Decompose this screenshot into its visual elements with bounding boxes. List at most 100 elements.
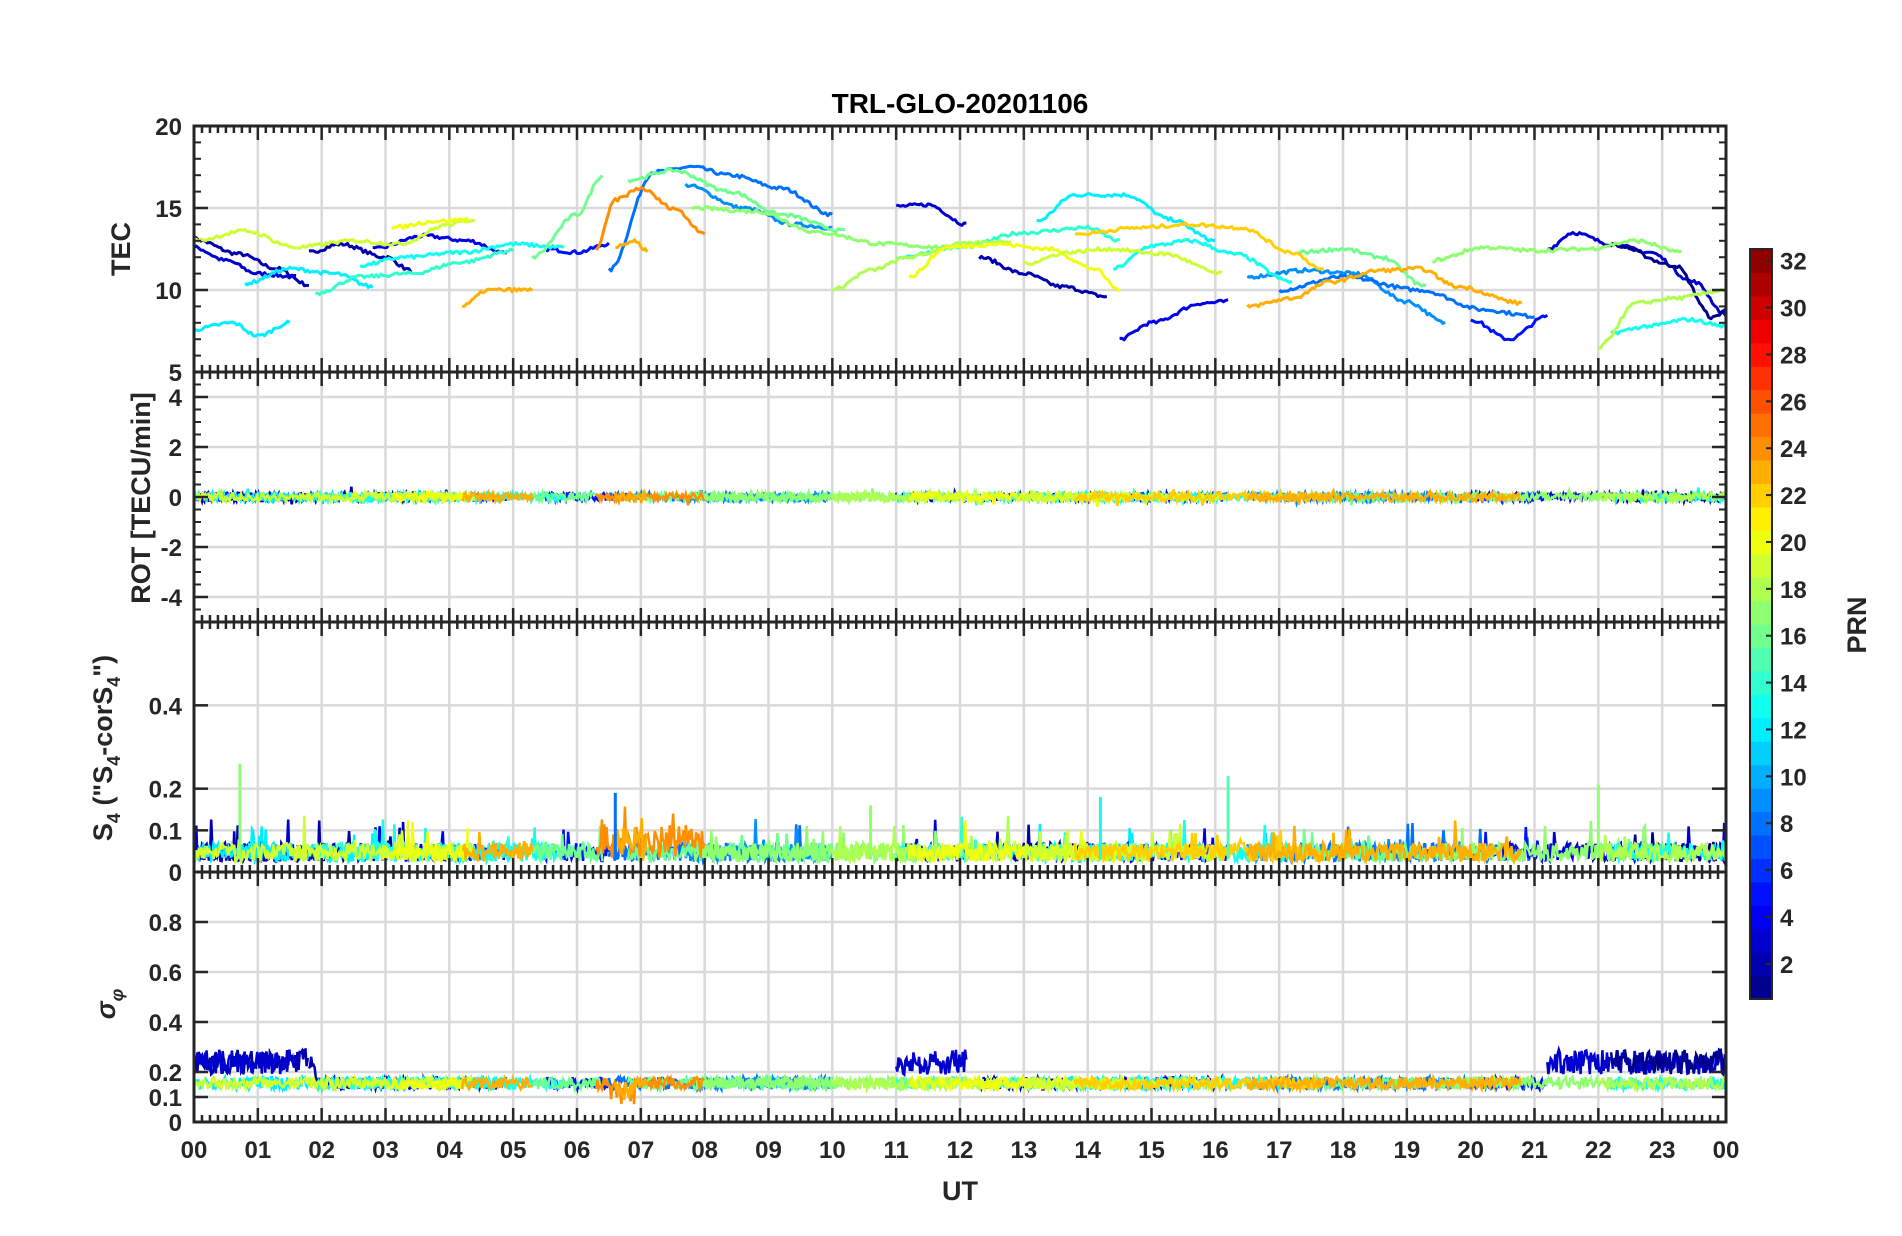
colorbar-swatch <box>1750 553 1772 578</box>
colorbar-frame <box>1749 248 1773 1000</box>
x-tick-label: 06 <box>564 1137 591 1164</box>
x-tick-label: 16 <box>1202 1137 1229 1164</box>
colorbar-tick-label: 18 <box>1780 577 1807 604</box>
sigma-phi-series-prn-23 <box>1246 1072 1522 1094</box>
x-tick-label: 03 <box>372 1137 399 1164</box>
colorbar-swatch <box>1750 858 1772 883</box>
tec-series-prn-19 <box>192 218 476 250</box>
tec-series-prn-14 <box>315 247 515 296</box>
colorbar-swatch <box>1750 389 1772 414</box>
x-tick-label: 00 <box>181 1137 208 1164</box>
colorbar-swatch <box>1750 952 1772 977</box>
x-tick-label: 00 <box>1713 1137 1740 1164</box>
colorbar-tick-label: 26 <box>1780 389 1807 416</box>
sigma-phi-series-prn-23 <box>614 1077 648 1100</box>
tec-series-prn-16 <box>627 167 846 234</box>
x-tick-label: 12 <box>947 1137 974 1164</box>
colorbar-tick-label: 14 <box>1780 671 1807 698</box>
x-tick-label: 07 <box>627 1137 654 1164</box>
tec-series-prn-13 <box>1610 316 1727 336</box>
colorbar-tick-label: 28 <box>1780 342 1807 369</box>
colorbar-tick-label: 12 <box>1780 717 1807 744</box>
tec-y-tick-label: 15 <box>155 196 182 223</box>
s4-y-tick-label: 0.4 <box>149 693 183 720</box>
tec-series-prn-16 <box>531 174 604 260</box>
colorbar-swatch <box>1750 366 1772 391</box>
sigma-phi-series-prn-20 <box>390 1073 469 1092</box>
colorbar-swatch <box>1750 413 1772 438</box>
colorbar-swatch <box>1750 928 1772 953</box>
x-tick-label: 13 <box>1010 1137 1037 1164</box>
x-tick-label: 22 <box>1585 1137 1612 1164</box>
sigma-phi-ylabel: σφ <box>91 988 127 1019</box>
tec-series-prn-4 <box>1119 298 1229 342</box>
x-tick-label: 08 <box>691 1137 718 1164</box>
tec-series-prn-24 <box>594 186 706 252</box>
colorbar-swatch <box>1750 249 1772 274</box>
tec-y-tick-label: 5 <box>169 360 182 387</box>
s4-y-tick-label: 0.2 <box>149 777 182 804</box>
x-axis-label: UT <box>942 1176 978 1206</box>
x-tick-label: 11 <box>883 1137 908 1164</box>
s4-series-prn-20 <box>390 820 469 865</box>
tick-labels: 5101520-4-202400.10.20.400.10.20.40.60.8… <box>149 114 1740 1164</box>
rot-series-prn-23 <box>1246 487 1522 506</box>
rot-series-prn-20 <box>390 488 469 506</box>
x-tick-label: 17 <box>1266 1137 1293 1164</box>
colorbar-swatch <box>1750 881 1772 906</box>
s4-series-prn-16 <box>531 825 604 866</box>
tec-series-prn-8 <box>607 164 833 273</box>
rot-series-prn-18 <box>1597 490 1728 506</box>
x-tick-label: 19 <box>1393 1137 1420 1164</box>
tec-ylabel: TEC <box>106 222 136 276</box>
sigma-phi-series-prn-1 <box>1609 1047 1727 1075</box>
tec-series-prn-18 <box>831 238 1012 292</box>
x-tick-label: 04 <box>436 1137 463 1164</box>
colorbar-swatch <box>1750 272 1772 297</box>
tec-series-prn-5 <box>1470 314 1549 342</box>
tec-series-prn-23 <box>462 287 534 308</box>
rot-y-tick-label: 2 <box>169 435 182 462</box>
sigma-phi-series-prn-24 <box>594 1073 706 1105</box>
sigma-phi-series-prn-23 <box>460 1073 534 1092</box>
rot-ylabel: ROT [TECU/min] <box>126 392 156 603</box>
sigma-phi-series-prn-3 <box>894 1049 968 1078</box>
axes-layer <box>192 124 1728 1124</box>
colorbar-swatch <box>1750 905 1772 930</box>
colorbar-tick-label: 10 <box>1780 764 1807 791</box>
colorbar-tick-label: 8 <box>1780 811 1793 838</box>
sigma-phi-series-prn-3 <box>192 1049 297 1077</box>
tec-series-prn-2 <box>978 254 1108 299</box>
tec-series-prn-1 <box>1609 241 1727 321</box>
s4-y-tick-label: 0 <box>169 860 182 887</box>
s4-series-prn-23 <box>1246 820 1522 866</box>
colorbar-swatch <box>1750 834 1772 859</box>
colorbar-swatch <box>1750 717 1772 742</box>
tec-series-prn-17 <box>1432 238 1683 264</box>
colorbar-tick-label: 16 <box>1780 624 1807 651</box>
sigma-phi-series-prn-18 <box>1597 1074 1727 1094</box>
rot-y-tick-label: -2 <box>161 535 182 562</box>
tec-series-prn-12 <box>193 319 291 338</box>
sigma-phi-y-tick-label: 0 <box>169 1110 182 1137</box>
tec-series-prn-13 <box>359 241 565 269</box>
colorbar-swatch <box>1750 647 1772 672</box>
colorbar-label: PRN <box>1842 596 1872 653</box>
colorbar-swatch <box>1750 342 1772 367</box>
tec-series-prn-20 <box>390 217 470 231</box>
tec-series-prn-3 <box>193 244 297 280</box>
colorbar-tick-label: 4 <box>1780 905 1794 932</box>
x-tick-label: 01 <box>244 1137 271 1164</box>
tec-y-tick-label: 20 <box>155 114 182 141</box>
sigma-phi-y-tick-label: 0.1 <box>149 1085 182 1112</box>
tec-series-prn-23 <box>1246 265 1523 309</box>
tec-series-prn-16 <box>1297 246 1427 288</box>
sigma-phi-y-tick-label: 0.4 <box>149 1010 183 1037</box>
tec-series-prn-20 <box>908 241 1121 293</box>
colorbar-swatch <box>1750 975 1772 1000</box>
colorbar-tick-label: 2 <box>1780 952 1793 979</box>
s4-ylabel: S4 ("S4-corS4") <box>88 655 124 841</box>
rot-y-tick-label: 0 <box>169 485 182 512</box>
